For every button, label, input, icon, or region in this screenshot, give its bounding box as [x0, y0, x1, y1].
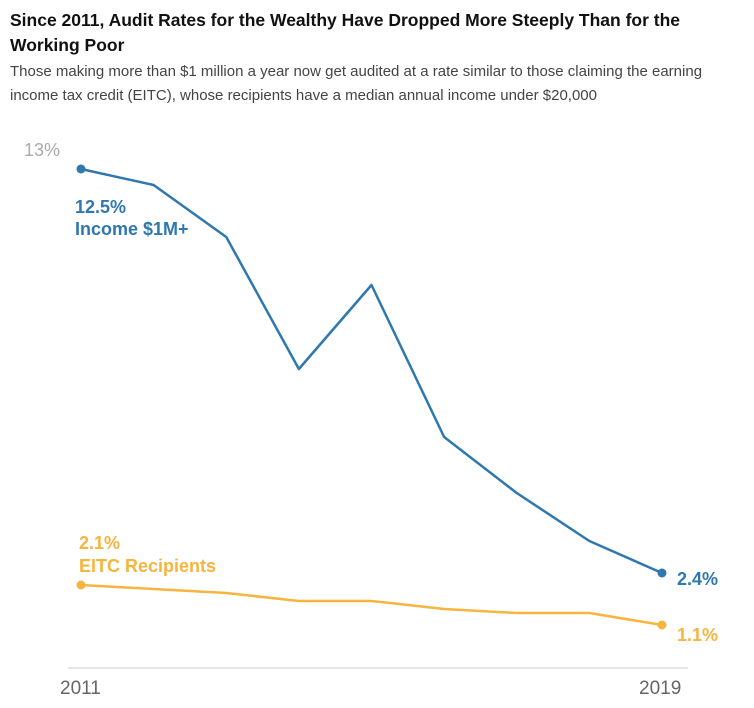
data-point-end	[657, 568, 667, 578]
data-point-start	[76, 580, 86, 590]
series-line-1	[80, 583, 663, 627]
x-tick-label: 2019	[639, 678, 681, 699]
data-point-start	[76, 164, 86, 174]
start-value-label: 2.1%	[79, 533, 120, 553]
data-point-end	[657, 620, 667, 630]
end-value-label: 2.4%	[677, 569, 718, 589]
y-tick-label: 13%	[24, 140, 60, 160]
series-name-label: EITC Recipients	[79, 556, 216, 576]
chart-subtitle: Those making more than $1 million a year…	[10, 63, 703, 104]
chart-title: Since 2011, Audit Rates for the Wealthy …	[10, 10, 681, 55]
series-line-0	[80, 167, 663, 575]
start-value-label: 12.5%	[75, 197, 126, 217]
end-value-label: 1.1%	[677, 625, 718, 645]
series-name-label: Income $1M+	[75, 219, 189, 239]
x-tick-label: 2011	[60, 678, 101, 699]
